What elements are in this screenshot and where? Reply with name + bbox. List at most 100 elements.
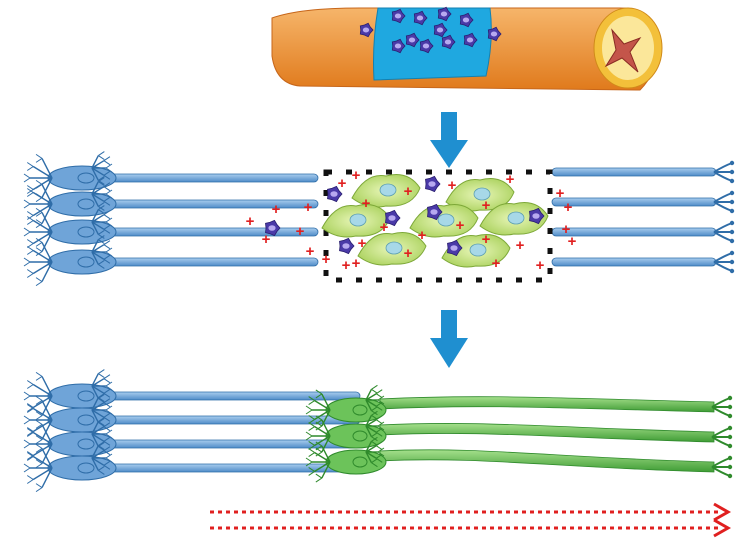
cell-nucleus: [437, 213, 455, 227]
charge-symbol: +: [304, 199, 313, 216]
axon-terminal: [713, 250, 735, 274]
stem-cell: [385, 209, 401, 227]
regenerated-neuron: [379, 449, 733, 479]
stem-cell: [405, 32, 420, 48]
dendrite-branch: [23, 207, 53, 257]
native-neuron: [23, 235, 319, 287]
soma: [47, 191, 117, 217]
down-arrow-icon: [430, 112, 468, 168]
cell-nucleus: [507, 211, 525, 225]
charge-symbol: +: [352, 255, 361, 272]
charge-symbol: +: [418, 227, 427, 244]
stem-cell: [441, 34, 456, 50]
charge-symbol: +: [562, 221, 571, 238]
charge-symbol: +: [482, 197, 491, 214]
charge-symbol: +: [296, 223, 305, 240]
down-arrow-icon: [430, 310, 468, 368]
regenerated-soma: [305, 436, 387, 483]
migrating-stem-cells: [265, 175, 545, 257]
axon: [101, 257, 319, 267]
charge-symbol: +: [272, 201, 281, 218]
scaffold-support-cells: [321, 174, 549, 268]
stem-cell: [339, 237, 355, 255]
charge-symbol: +: [448, 177, 457, 194]
regenerated-soma: [305, 384, 387, 431]
dendrite-branch: [305, 441, 331, 483]
dendrite-branch: [91, 205, 113, 239]
dendrite-branch: [91, 235, 113, 269]
axon: [379, 396, 715, 413]
nucleus: [77, 438, 95, 450]
stem-cell: [413, 10, 428, 26]
dendrite-branch: [91, 417, 113, 451]
charge-symbol: +: [338, 175, 347, 192]
dendrite-branch: [91, 441, 113, 475]
axon: [379, 423, 715, 443]
native-neurons-proximal: [23, 151, 319, 287]
charge-symbol: +: [568, 233, 577, 250]
signal-arrow-icon: [210, 502, 732, 538]
axon-terminal: [713, 220, 735, 244]
stem-cell: [265, 219, 281, 237]
nucleus: [77, 226, 95, 238]
charge-symbol: +: [516, 237, 525, 254]
dendrite-branch: [23, 153, 53, 203]
charge-symbol: +: [492, 255, 501, 272]
distal-axon: [551, 167, 717, 177]
cell-nucleus: [349, 213, 367, 227]
charge-symbol: +: [362, 195, 371, 212]
cell-nucleus: [379, 183, 397, 197]
dendrite-branch: [305, 389, 331, 431]
axon: [101, 173, 319, 183]
nucleus: [77, 462, 95, 474]
axon-terminal: [713, 190, 735, 214]
scaffold-bridge: [323, 169, 553, 283]
charge-symbol: +: [564, 199, 573, 216]
stem-cell: [437, 6, 452, 22]
soma: [47, 165, 117, 191]
charge-symbol: +: [246, 213, 255, 230]
axon-terminal: [711, 455, 733, 479]
distal-axon: [551, 227, 717, 237]
charge-symbol: +: [404, 245, 413, 262]
distal-nerve-stump: [551, 160, 735, 274]
stem-cell: [391, 38, 406, 54]
stem-cell: [463, 32, 478, 48]
axon: [101, 227, 319, 237]
distal-axon: [551, 257, 717, 267]
axon-terminal: [711, 395, 733, 419]
charge-symbol: +: [262, 231, 271, 248]
distal-axon: [551, 197, 717, 207]
nucleus: [77, 256, 95, 268]
stem-cell: [487, 26, 502, 42]
support-cell: [351, 174, 421, 208]
charge-symbol: +: [536, 257, 545, 274]
charge-symbol: +: [358, 235, 367, 252]
charge-symbol: +: [352, 167, 361, 184]
charge-symbol: +: [556, 185, 565, 202]
stem-cell: [427, 203, 443, 221]
stem-cell: [327, 185, 343, 203]
stem-cell: [459, 12, 474, 28]
charge-symbol: +: [404, 183, 413, 200]
axon-terminal: [713, 160, 735, 184]
nucleus: [77, 414, 95, 426]
stem-cell: [447, 239, 463, 257]
patch-stem-cells: [359, 6, 502, 54]
nucleus: [77, 198, 95, 210]
axon: [379, 449, 715, 473]
native-neuron: [23, 205, 319, 257]
charge-symbol: +: [456, 217, 465, 234]
native-neuron: [23, 151, 319, 203]
cell-nucleus: [385, 241, 403, 255]
cell-nucleus: [469, 243, 487, 257]
stem-cell: [425, 175, 441, 193]
soma: [47, 455, 117, 481]
dendrite-branch: [91, 369, 113, 403]
dendrite-branch: [91, 177, 113, 211]
stem-cell: [359, 22, 374, 38]
dendrite-branch: [23, 179, 53, 229]
cell-nucleus: [473, 187, 491, 201]
dendrite-branch: [365, 384, 385, 416]
